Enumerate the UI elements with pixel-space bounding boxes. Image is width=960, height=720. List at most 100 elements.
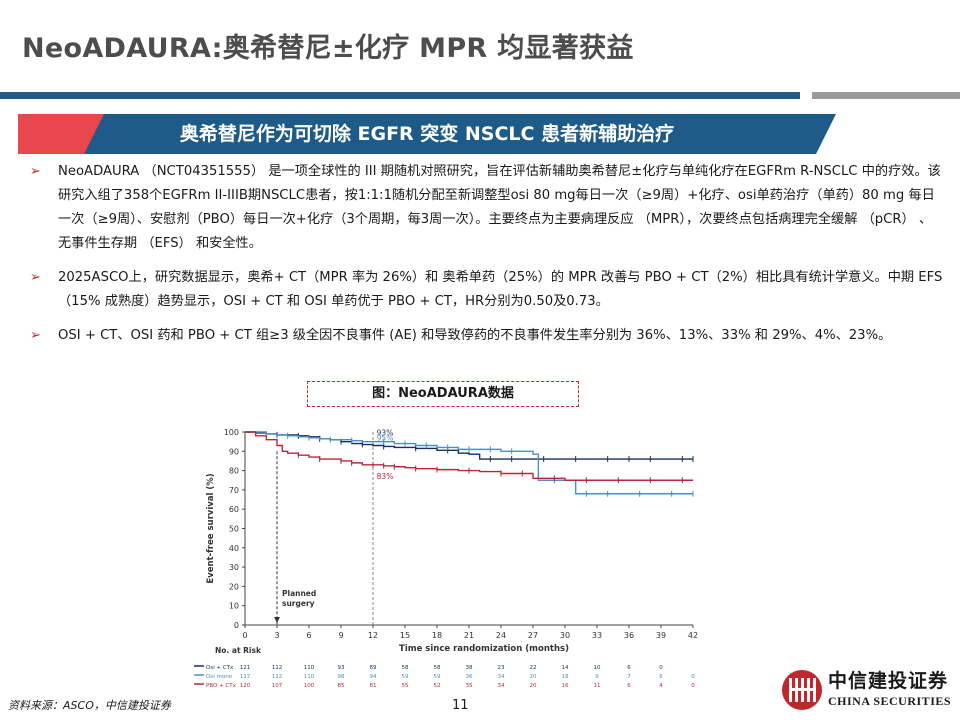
- risk-count: 0: [659, 665, 663, 671]
- planned-surgery-label: Planned: [282, 589, 316, 598]
- risk-count: 6: [627, 683, 631, 689]
- x-tick-label: 15: [400, 631, 410, 640]
- bullet-text: OSI + CT、OSI 药和 PBO + CT 组≥3 级全因不良事件 (AE…: [58, 328, 892, 343]
- risk-count: 4: [659, 683, 663, 689]
- x-tick-label: 27: [528, 631, 538, 640]
- risk-count: 112: [272, 674, 283, 680]
- km-curve-osi-ctx: [245, 431, 693, 460]
- figure-caption: 图：NeoADAURA数据: [307, 381, 579, 407]
- logo-emblem-icon: [782, 670, 822, 710]
- y-tick-label: 80: [229, 467, 239, 476]
- planned-surgery-arrow: [274, 617, 280, 623]
- y-tick-label: 100: [224, 428, 239, 437]
- y-tick-label: 60: [229, 505, 239, 514]
- risk-legend-label: PBO + CTx: [206, 683, 237, 689]
- bullet-text: 2025ASCO上，研究数据显示，奥希+ CT（MPR 率为 26%）和 奥希单…: [58, 270, 943, 309]
- x-tick-label: 36: [624, 631, 634, 640]
- risk-count: 121: [240, 665, 251, 671]
- y-tick-label: 40: [229, 544, 239, 553]
- risk-table-header: No. at Risk: [215, 646, 262, 655]
- bullet-arrow-icon: ➢: [30, 164, 41, 179]
- page-number: 11: [452, 698, 469, 713]
- banner-shape: [18, 114, 836, 154]
- x-tick-label: 33: [592, 631, 602, 640]
- x-tick-label: 42: [688, 631, 698, 640]
- risk-count: 110: [304, 674, 315, 680]
- x-tick-label: 6: [306, 631, 311, 640]
- logo-text-en: CHINA SECURITIES: [828, 694, 952, 708]
- landmark-label: 93%: [377, 429, 394, 438]
- y-axis-label: Event-free survival (%): [206, 473, 216, 583]
- logo-text-cn: 中信建投证券: [828, 670, 949, 692]
- risk-count: 58: [402, 665, 409, 671]
- risk-count: 9: [595, 674, 599, 680]
- risk-count: 6: [659, 674, 663, 680]
- risk-count: 11: [594, 683, 601, 689]
- y-tick-label: 90: [229, 447, 239, 456]
- bullet-item: ➢ NeoADAURA （NCT04351555） 是一项全球性的 III 期随…: [30, 160, 945, 256]
- risk-count: 89: [370, 665, 377, 671]
- risk-count: 59: [434, 674, 441, 680]
- x-tick-label: 21: [464, 631, 474, 640]
- risk-count: 0: [691, 683, 695, 689]
- risk-count: 55: [402, 683, 409, 689]
- risk-count: 110: [304, 665, 315, 671]
- risk-count: 112: [272, 665, 283, 671]
- risk-count: 85: [338, 683, 345, 689]
- risk-count: 34: [498, 674, 505, 680]
- risk-count: 117: [240, 674, 251, 680]
- risk-count: 36: [466, 674, 473, 680]
- risk-count: 20: [530, 683, 537, 689]
- banner-title: 奥希替尼作为可切除 EGFR 突变 NSCLC 患者新辅助治疗: [179, 123, 675, 145]
- risk-count: 107: [272, 683, 283, 689]
- y-tick-label: 0: [234, 621, 239, 630]
- risk-count: 81: [370, 683, 377, 689]
- y-tick-label: 10: [229, 602, 239, 611]
- company-logo: 中信建投证券 CHINA SECURITIES: [780, 664, 958, 716]
- y-tick-label: 30: [229, 563, 239, 572]
- risk-legend-label: Osi mono: [206, 674, 233, 680]
- risk-count: 10: [594, 665, 601, 671]
- bullet-item: ➢ 2025ASCO上，研究数据显示，奥希+ CT（MPR 率为 26%）和 奥…: [30, 266, 945, 314]
- y-tick-label: 50: [229, 525, 239, 534]
- slide-title: NeoADAURA:奥希替尼±化疗 MPR 均显著获益: [22, 33, 634, 64]
- bullet-arrow-icon: ➢: [30, 270, 41, 285]
- x-tick-label: 30: [560, 631, 570, 640]
- risk-count: 16: [562, 683, 569, 689]
- x-tick-label: 9: [338, 631, 343, 640]
- risk-count: 52: [434, 683, 441, 689]
- risk-count: 7: [627, 674, 631, 680]
- bullet-list: ➢ NeoADAURA （NCT04351555） 是一项全球性的 III 期随…: [30, 160, 945, 358]
- km-curve-osi-mono: [245, 431, 693, 495]
- source-note: 资料来源：ASCO，中信建投证券: [8, 699, 171, 712]
- section-banner: 奥希替尼作为可切除 EGFR 突变 NSCLC 患者新辅助治疗: [18, 114, 836, 154]
- landmark-label: 83%: [377, 472, 394, 481]
- risk-count: 35: [466, 683, 473, 689]
- title-rule-gray: [812, 92, 960, 99]
- risk-count: 59: [402, 674, 409, 680]
- risk-count: 38: [466, 665, 473, 671]
- risk-count: 18: [562, 674, 569, 680]
- risk-count: 22: [530, 665, 537, 671]
- y-tick-label: 70: [229, 486, 239, 495]
- x-tick-label: 12: [368, 631, 378, 640]
- planned-surgery-label: surgery: [282, 599, 315, 608]
- risk-count: 20: [530, 674, 537, 680]
- risk-count: 14: [562, 665, 569, 671]
- risk-count: 58: [434, 665, 441, 671]
- bullet-arrow-icon: ➢: [30, 328, 41, 343]
- x-axis-label: Time since randomization (months): [399, 644, 569, 654]
- risk-count: 120: [240, 683, 251, 689]
- risk-count: 6: [627, 665, 631, 671]
- y-tick-label: 20: [229, 582, 239, 591]
- title-rule-blue: [0, 92, 800, 99]
- bullet-item: ➢ OSI + CT、OSI 药和 PBO + CT 组≥3 级全因不良事件 (…: [30, 324, 945, 348]
- risk-count: 0: [691, 674, 695, 680]
- bullet-text: NeoADAURA （NCT04351555） 是一项全球性的 III 期随机对…: [58, 164, 941, 251]
- risk-count: 93: [338, 665, 345, 671]
- landmark-label: 95%: [377, 434, 394, 443]
- risk-count: 98: [338, 674, 345, 680]
- risk-count: 23: [498, 665, 505, 671]
- x-tick-label: 39: [656, 631, 666, 640]
